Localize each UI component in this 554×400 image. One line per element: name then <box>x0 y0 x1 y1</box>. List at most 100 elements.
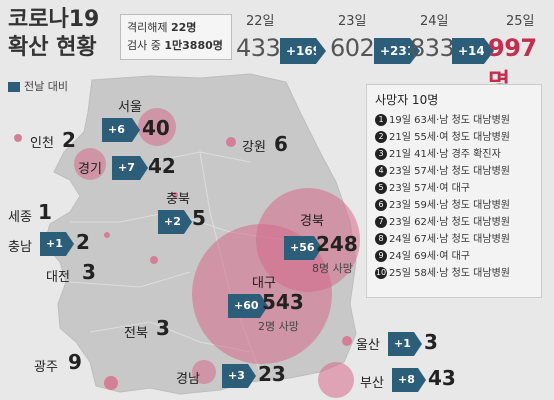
busan-bubble <box>318 362 354 398</box>
inc-arrow-gyeongbuk: +56 <box>284 236 322 260</box>
release-row: 격리해제 22명 <box>127 19 225 37</box>
death-number: 2 <box>375 131 387 143</box>
death-number: 5 <box>375 182 387 194</box>
release-label: 격리해제 <box>127 21 168 34</box>
region-count-gyeongnam: 23 <box>258 362 286 386</box>
seoul-bubble <box>138 108 176 146</box>
region-count-gyeongbuk: 248 <box>316 232 358 256</box>
day-value-current: 997명 <box>488 34 537 96</box>
deaths-note-daegu: 2명 사망 <box>258 320 299 333</box>
death-text: 23일 62세·남 청도 대남병원 <box>389 217 510 228</box>
region-count-busan: 43 <box>428 366 456 390</box>
region-count-seoul: 40 <box>142 116 170 140</box>
region-name-incheon: 인천 <box>30 136 54 151</box>
incheon-dot <box>14 134 22 142</box>
region-name-sejong: 세종 <box>8 210 32 225</box>
legend-label: 전날 대비 <box>24 80 68 93</box>
death-text: 21일 55세·여 청도 대남병원 <box>389 132 510 143</box>
death-number: 4 <box>375 165 387 177</box>
region-count-sejong: 1 <box>38 200 52 224</box>
gyeongnam-bubble <box>192 360 216 384</box>
death-number: 6 <box>375 199 387 211</box>
region-name-ulsan: 울산 <box>356 338 380 353</box>
inc-arrow-chungnam: +1 <box>40 232 74 256</box>
death-number: 8 <box>375 233 387 245</box>
region-name-chungnam: 충남 <box>8 240 32 255</box>
death-text: 23일 57세·여 대구 <box>389 183 470 194</box>
region-count-chungbuk: 5 <box>192 206 206 230</box>
gyeonggi-bubble <box>74 148 106 180</box>
inc-arrow-gyeongnam: +3 <box>222 364 256 388</box>
death-item: 7 23일 62세·남 청도 대남병원 <box>375 214 533 231</box>
death-item: 5 23일 57세·여 대구 <box>375 180 533 197</box>
inc-arrow-ulsan: +1 <box>388 332 422 356</box>
release-value: 22명 <box>170 21 197 34</box>
increase-arrow: +169 <box>280 38 326 64</box>
region-name-daegu: 대구 <box>252 276 276 291</box>
inc-arrow-daegu: +60 <box>228 294 268 318</box>
death-number: 1 <box>375 114 387 126</box>
testing-row: 검사 중 1만3880명 <box>127 37 225 55</box>
region-name-jeonbuk: 전북 <box>124 326 148 341</box>
ulsan-dot <box>342 336 352 346</box>
chungnam-dot <box>104 232 110 238</box>
day-value: 833 <box>410 34 455 62</box>
region-count-gyeonggi: 42 <box>148 154 176 178</box>
death-text: 23일 59세·남 청도 대남병원 <box>389 200 510 211</box>
increase-arrow: +231 <box>374 38 420 64</box>
region-name-gangwon: 강원 <box>242 140 266 155</box>
region-count-gangwon: 6 <box>274 132 288 156</box>
death-item: 6 23일 59세·남 청도 대남병원 <box>375 197 533 214</box>
death-item: 10 25일 58세·남 청도 대남병원 <box>375 265 533 282</box>
death-item: 8 24일 67세·남 청도 대남병원 <box>375 231 533 248</box>
day-label: 25일 <box>506 14 535 29</box>
deaths-panel: 사망자 10명 1 19일 63세·남 청도 대남병원 2 21일 55세·여 청도… <box>366 84 542 298</box>
death-text: 24일 67세·남 청도 대남병원 <box>389 234 510 245</box>
death-text: 21일 41세·남 경주 확진자 <box>389 149 501 160</box>
daejeon-dot <box>150 256 158 264</box>
region-name-gwangju: 광주 <box>34 360 58 375</box>
region-count-daejeon: 3 <box>82 260 96 284</box>
death-text: 23일 57세·남 청도 대남병원 <box>389 166 510 177</box>
day-value: 433 <box>236 34 281 62</box>
day-value: 602 <box>330 34 375 62</box>
region-name-daejeon: 대전 <box>46 270 70 285</box>
gwangju-dot <box>104 376 118 390</box>
chungbuk-dot <box>172 192 178 198</box>
deaths-title: 사망자 10명 <box>375 93 439 107</box>
region-name-busan: 부산 <box>360 376 384 391</box>
deaths-note-gyeongbuk: 8명 사망 <box>312 262 353 275</box>
death-number: 10 <box>375 267 387 279</box>
region-name-gyeongbuk: 경북 <box>300 214 324 229</box>
day-label: 24일 <box>420 14 449 29</box>
inc-arrow-busan: +8 <box>392 368 426 392</box>
inc-arrow-gyeonggi: +7 <box>112 156 148 180</box>
death-text: 19일 63세·남 청도 대남병원 <box>389 115 510 126</box>
region-name-chungbuk: 충북 <box>166 192 190 207</box>
increase-arrow: +144 <box>452 38 494 64</box>
region-count-chungnam: 2 <box>76 230 90 254</box>
death-item: 4 23일 57세·남 청도 대남병원 <box>375 163 533 180</box>
region-count-daegu: 543 <box>262 290 304 314</box>
day-label: 23일 <box>338 14 367 29</box>
region-count-incheon: 2 <box>62 128 76 152</box>
region-count-gwangju: 9 <box>68 350 82 374</box>
inc-arrow-seoul: +6 <box>102 118 140 142</box>
death-item: 2 21일 55세·여 청도 대남병원 <box>375 129 533 146</box>
death-item: 9 24일 69세·여 대구 <box>375 248 533 265</box>
region-name-gyeonggi: 경기 <box>78 162 102 177</box>
legend-arrow-icon <box>8 82 20 92</box>
page-title: 코로나19 확산 현황 <box>8 7 100 60</box>
status-box: 격리해제 22명 검사 중 1만3880명 <box>120 14 232 60</box>
region-name-gyeongnam: 경남 <box>176 372 200 387</box>
region-name-seoul: 서울 <box>118 100 142 115</box>
death-text: 25일 58세·남 청도 대남병원 <box>389 268 510 279</box>
death-item: 1 19일 63세·남 청도 대남병원 <box>375 112 533 129</box>
gangwon-dot <box>226 137 236 147</box>
death-number: 7 <box>375 216 387 228</box>
death-number: 9 <box>375 250 387 262</box>
testing-label: 검사 중 <box>127 39 161 52</box>
death-number: 3 <box>375 148 387 160</box>
region-count-jeonbuk: 3 <box>156 316 170 340</box>
testing-value: 1만3880명 <box>164 39 223 52</box>
